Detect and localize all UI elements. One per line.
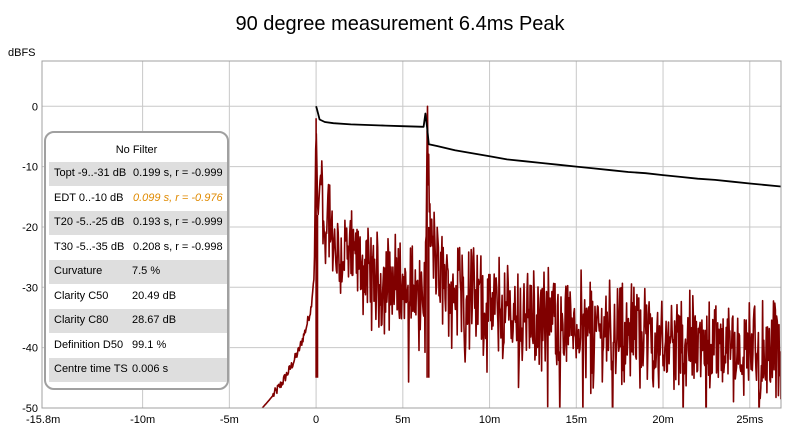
parameter-row: Definition D50 99.1 % xyxy=(49,334,227,358)
parameter-row: Curvature 7.5 % xyxy=(49,260,227,284)
x-tick-label: 15m xyxy=(566,414,587,426)
y-tick-label: -20 xyxy=(22,222,38,234)
x-tick-label: 5m xyxy=(395,414,410,426)
parameter-label: Clarity C80 xyxy=(54,314,109,326)
parameter-value: 99.1 % xyxy=(132,338,167,351)
parameter-row: Clarity C50 20.49 dB xyxy=(49,285,227,309)
parameter-label: Centre time TS xyxy=(54,363,128,375)
y-tick-label: 0 xyxy=(32,101,38,113)
parameter-label: T20 -5..-25 dB xyxy=(54,216,125,228)
y-axis-label: dBFS xyxy=(8,47,36,59)
parameter-value: 0.193 s, r = -0.999 xyxy=(133,216,223,228)
x-tick-label: -10m xyxy=(130,414,155,426)
x-axis-ticks: -15.8m -10m -5m 0 5m 10m 15m 20m 25ms xyxy=(26,414,764,426)
acoustic-parameters-panel: No Filter Topt -9..-31 dB 0.199 s, r = -0… xyxy=(44,131,229,390)
y-tick-label: -50 xyxy=(22,403,38,415)
parameter-value: 28.67 dB xyxy=(132,314,177,326)
filter-label: No Filter xyxy=(115,144,158,156)
parameter-value: 20.49 dB xyxy=(132,289,177,302)
parameter-value: 0.006 s xyxy=(132,363,169,375)
parameter-row: Centre time TS 0.006 s xyxy=(49,358,227,382)
parameter-label: Definition D50 xyxy=(54,338,124,351)
parameter-label: T30 -5..-35 dB xyxy=(54,240,125,253)
parameter-label: EDT 0..-10 dB xyxy=(54,191,124,204)
x-tick-label: 10m xyxy=(479,414,500,426)
parameter-value: 0.208 s, r = -0.998 xyxy=(133,240,223,253)
y-axis-ticks: 0 -10 -20 -30 -40 -50 xyxy=(22,101,38,415)
x-tick-label: 20m xyxy=(652,414,673,426)
parameter-value: 0.199 s, r = -0.999 xyxy=(133,167,223,179)
parameter-label: Clarity C50 xyxy=(54,289,109,302)
y-tick-label: -40 xyxy=(22,343,38,355)
chart-title: 90 degree measurement 6.4ms Peak xyxy=(235,13,565,35)
schroeder-decay-line xyxy=(315,106,781,188)
parameter-row: T30 -5..-35 dB 0.208 s, r = -0.998 xyxy=(49,236,227,260)
parameter-label: Topt -9..-31 dB xyxy=(54,167,127,179)
parameter-value: 7.5 % xyxy=(132,265,161,277)
parameter-label: Curvature xyxy=(54,265,103,277)
parameter-row: Topt -9..-31 dB 0.199 s, r = -0.999 xyxy=(49,162,227,186)
plot-area-border xyxy=(41,60,782,409)
impulse-series-line xyxy=(261,105,781,408)
x-tick-label: 0 xyxy=(313,414,319,426)
x-tick-label: -5m xyxy=(220,414,239,426)
parameter-row: Clarity C80 28.67 dB xyxy=(49,309,227,333)
parameter-row: T20 -5..-25 dB 0.193 s, r = -0.999 xyxy=(49,211,227,235)
parameter-value: 0.099 s, r = -0.976 xyxy=(133,191,223,204)
y-tick-label: -10 xyxy=(22,162,38,174)
x-tick-label: -15.8m xyxy=(26,414,60,426)
parameter-row: EDT 0..-10 dB 0.099 s, r = -0.976 xyxy=(49,187,227,211)
x-tick-label: 25ms xyxy=(736,414,763,426)
y-tick-label: -30 xyxy=(22,282,38,294)
